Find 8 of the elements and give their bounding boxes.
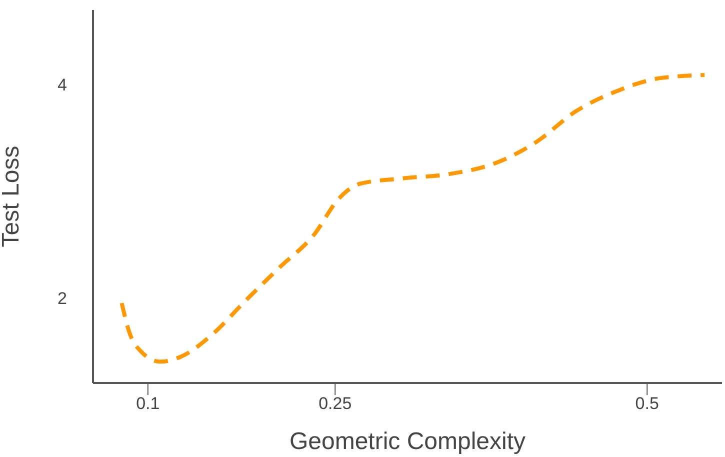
line-series	[120, 73, 707, 364]
y-tick-label: 4	[58, 76, 67, 95]
x-tick-label: 0.1	[136, 394, 160, 414]
y-tick-label: 2	[58, 288, 67, 308]
x-tick-label: 0.5	[635, 394, 659, 414]
x-tick-label: 0.25	[318, 394, 352, 414]
y-axis-title: Test Loss	[0, 146, 25, 248]
x-axis-title: Geometric Complexity	[289, 428, 526, 455]
